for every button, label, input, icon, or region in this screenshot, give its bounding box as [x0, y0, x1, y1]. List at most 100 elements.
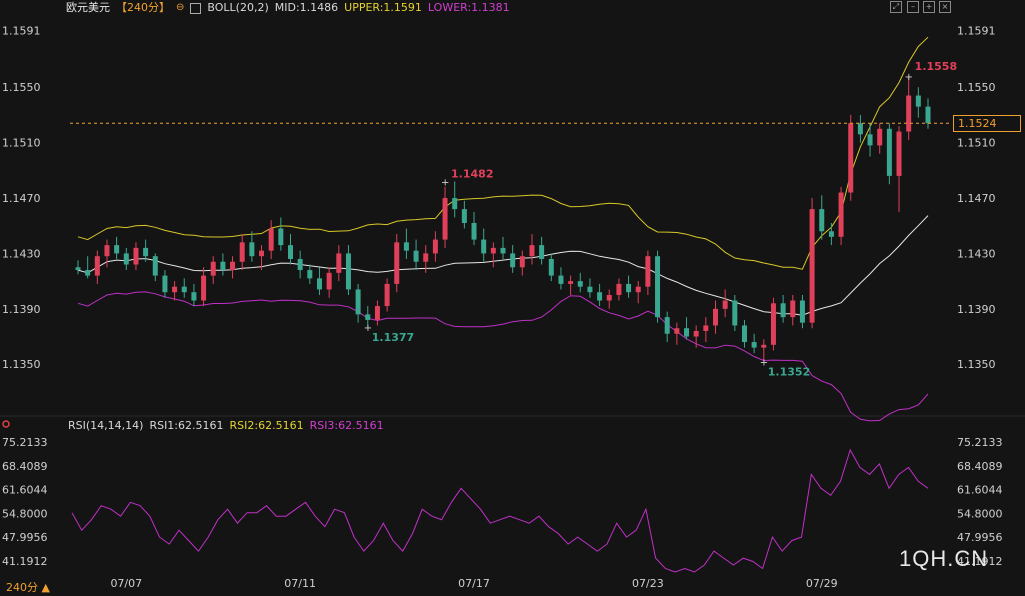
candle-body	[104, 245, 110, 257]
candle-body	[461, 209, 467, 223]
x-tick-label: 07/23	[632, 577, 664, 590]
rsi-tick-label-left: 75.2133	[2, 436, 48, 449]
candle-body	[384, 283, 390, 307]
candle-body	[278, 228, 284, 246]
candle-body	[519, 256, 525, 268]
y-tick-label-right: 1.1550	[957, 81, 996, 94]
candle-body	[316, 278, 322, 290]
candle-body	[152, 256, 158, 276]
y-tick-label-left: 1.1510	[2, 137, 41, 150]
boll-upper-line	[77, 36, 929, 270]
rsi-tick-label-right: 54.8000	[957, 507, 1003, 520]
close-icon[interactable]: ×	[939, 1, 951, 13]
candle-body	[713, 308, 718, 326]
candle-body	[345, 253, 351, 290]
candle-body	[761, 344, 767, 348]
candle-body	[732, 300, 738, 326]
boll-mid-value: MID:1.1486	[274, 1, 339, 14]
candle-body	[770, 303, 776, 345]
rsi-marker-icon	[2, 420, 10, 428]
candle-body	[558, 275, 564, 284]
settings-icon[interactable]: ⊖	[176, 2, 185, 13]
main-chart-header: 欧元美元 【240分】 ⊖ BOLL(20,2) MID:1.1486 UPPE…	[66, 1, 510, 15]
candle-body	[210, 261, 216, 276]
candle-body	[394, 242, 400, 284]
boll-mid-line	[77, 215, 929, 316]
current-price-tag: 1.1524	[953, 115, 1021, 133]
candle-body	[336, 253, 342, 273]
rsi-tick-label-left: 54.8000	[2, 507, 48, 520]
candle-body	[500, 247, 506, 254]
fullscreen-icon[interactable]: ⤢	[890, 1, 902, 13]
boll-lower-value: LOWER:1.1381	[427, 1, 510, 14]
rsi-tick-label-left: 41.1912	[2, 555, 48, 568]
add-icon[interactable]: +	[923, 1, 935, 13]
candle-body	[915, 95, 921, 107]
y-tick-label-left: 1.1550	[2, 81, 41, 94]
candle-body	[799, 300, 805, 323]
period-label[interactable]: 【240分】	[116, 1, 170, 14]
candle-body	[674, 328, 680, 334]
candle-body	[867, 134, 873, 146]
indicator-icon[interactable]	[190, 2, 202, 14]
candle-body	[307, 270, 313, 279]
y-tick-label-right: 1.1591	[957, 24, 996, 37]
candle-body	[249, 242, 255, 257]
candle-body	[259, 250, 265, 257]
rsi-line	[71, 448, 929, 573]
candle-body	[664, 317, 670, 334]
rsi-label: RSI(14,14,14)	[68, 419, 144, 432]
rsi-tick-label-right: 68.4089	[957, 460, 1003, 473]
annotation-marker: +	[760, 357, 768, 368]
candle-body	[819, 209, 825, 232]
rsi3-value: RSI3:62.5161	[309, 419, 384, 432]
symbol-label[interactable]: 欧元美元	[66, 1, 110, 14]
candle-body	[635, 286, 641, 293]
y-tick-label-right: 1.1390	[957, 303, 996, 316]
candle-body	[577, 281, 583, 287]
candle-body	[133, 247, 139, 265]
candle-body	[568, 281, 574, 284]
candle-body	[539, 245, 545, 259]
candle-body	[75, 267, 81, 271]
candle-body	[655, 256, 661, 318]
candle-body	[201, 275, 207, 301]
x-tick-label: 07/17	[458, 577, 490, 590]
candle-body	[268, 228, 274, 251]
candle-body	[365, 314, 371, 320]
rsi-tick-label-right: 41.1912	[957, 555, 1003, 568]
y-tick-label-left: 1.1430	[2, 247, 41, 260]
rsi-tick-label-left: 68.4089	[2, 460, 48, 473]
candle-body	[191, 292, 197, 301]
candle-body	[877, 128, 883, 146]
candle-body	[220, 261, 226, 271]
candle-body	[703, 325, 709, 331]
rsi-tick-label-left: 61.6044	[2, 484, 48, 497]
candle-body	[906, 95, 912, 132]
rsi-tick-label-right: 47.9956	[957, 531, 1003, 544]
candle-body	[925, 106, 931, 124]
candle-body	[828, 231, 834, 237]
candle-body	[722, 300, 728, 309]
x-tick-label: 07/29	[806, 577, 838, 590]
annotation-label: 1.1352	[768, 365, 810, 378]
candle-body	[645, 256, 651, 287]
candle-body	[230, 261, 236, 271]
candle-body	[684, 328, 690, 337]
candle-body	[326, 272, 332, 290]
y-tick-label-right: 1.1430	[957, 247, 996, 260]
candle-body	[423, 253, 429, 262]
boll-upper-value: UPPER:1.1591	[344, 1, 422, 14]
y-tick-label-right: 1.1470	[957, 192, 996, 205]
x-tick-label: 07/11	[284, 577, 316, 590]
candle-body	[471, 222, 477, 240]
candle-body	[848, 123, 854, 193]
candle-body	[587, 286, 593, 293]
minimize-icon[interactable]: –	[907, 1, 919, 13]
y-tick-label-left: 1.1350	[2, 358, 41, 371]
candle-body	[790, 300, 796, 318]
period-selector[interactable]: 240分 ▲	[6, 581, 50, 594]
candle-body	[693, 330, 699, 337]
candle-body	[432, 239, 438, 254]
annotation-marker: +	[364, 323, 372, 334]
